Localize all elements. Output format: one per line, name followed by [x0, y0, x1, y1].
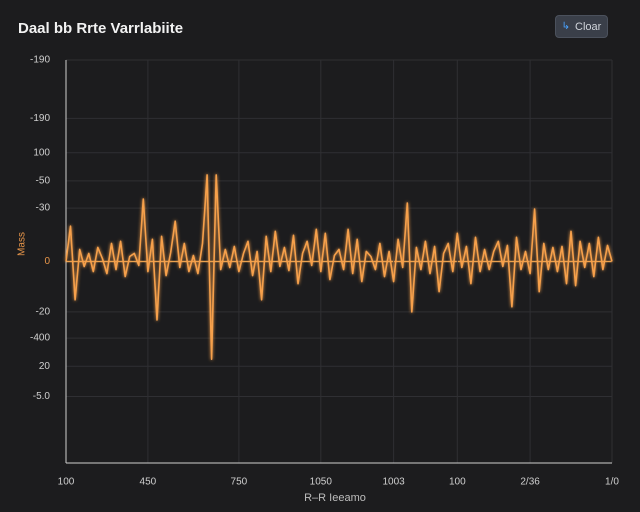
chart-title: Daal bb Rrte Varrlabiite	[18, 20, 183, 37]
y-tick-label: -190	[30, 55, 50, 66]
data-line	[65, 174, 613, 360]
x-tick-label: 100	[58, 477, 75, 488]
x-tick-label: 100	[449, 477, 466, 488]
x-tick-label: 1/0	[605, 477, 619, 488]
clear-button[interactable]: ↳ Cloar	[555, 15, 608, 38]
x-tick-label: 450	[140, 477, 157, 488]
x-axis-label: R–R Ieeamo	[304, 492, 366, 504]
x-tick-label: 1050	[310, 477, 333, 488]
button-label: Cloar	[575, 20, 602, 33]
y-tick-label: 100	[33, 147, 50, 158]
x-tick-label: 2/36	[520, 477, 540, 488]
x-tick-label: 1003	[382, 477, 405, 488]
y-tick-label: -30	[36, 203, 51, 214]
y-tick-label: -400	[30, 333, 50, 344]
y-tick-label: -5.0	[33, 391, 51, 402]
y-tick-label: 0	[44, 256, 50, 267]
y-tick-label: -20	[36, 307, 51, 318]
y-tick-label: -190	[30, 113, 50, 124]
y-tick-label: 20	[39, 361, 51, 372]
x-tick-label: 750	[231, 477, 248, 488]
y-axis-label: Mass	[17, 232, 28, 256]
y-tick-label: -50	[36, 176, 51, 187]
